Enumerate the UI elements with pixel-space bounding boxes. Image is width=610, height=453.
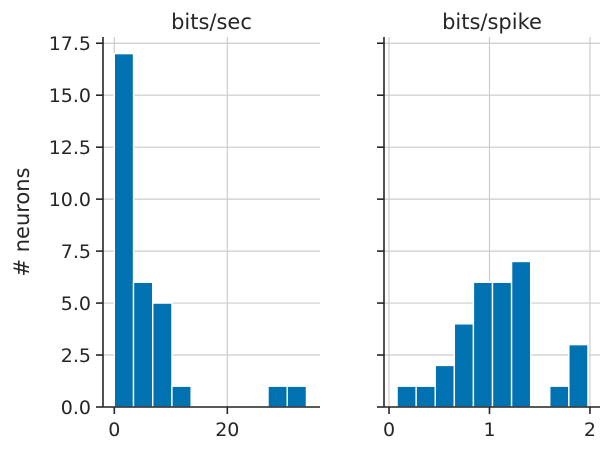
histogram-bar [415,385,436,408]
histogram-bar [152,302,173,408]
panel-title: bits/sec [171,10,252,34]
histogram-bar [568,343,589,408]
histogram-bar [396,385,417,408]
panel-bits-per-spike: 0 1 2 bits/spike [377,10,600,441]
histogram-bar [491,281,513,408]
histogram-bar [510,260,532,408]
x-tick-label: 0 [108,419,120,441]
y-axis-label: # neurons [10,167,34,276]
x-tick-label: 0 [383,419,395,441]
y-tick-label: 12.5 [49,137,91,159]
panel-bits-per-sec: 0.0 2.5 5.0 7.5 10.0 12.5 15.0 17.5 0 20 bits/sec [49,10,320,441]
y-tick-label: 17.5 [49,33,91,55]
x-tick-label: 1 [483,419,495,441]
histogram-bar [434,364,456,408]
x-tick-label: 20 [215,419,239,441]
histogram-bar [132,281,154,408]
histogram-bar [472,281,494,408]
histogram-bar [549,385,570,408]
histogram-bar [286,385,308,408]
histogram-bar [113,52,135,408]
panel-title: bits/spike [442,10,542,34]
histogram-bar [171,385,192,408]
y-tick-label: 10.0 [49,189,91,211]
y-tick-label: 0.0 [61,397,91,419]
y-tick-label: 2.5 [61,345,91,367]
y-tick-label: 7.5 [61,241,91,263]
histogram-bar [453,323,475,408]
y-tick-label: 5.0 [61,293,91,315]
x-tick-label: 2 [584,419,596,441]
histogram-bar [267,385,288,408]
y-tick-label: 15.0 [49,85,91,107]
